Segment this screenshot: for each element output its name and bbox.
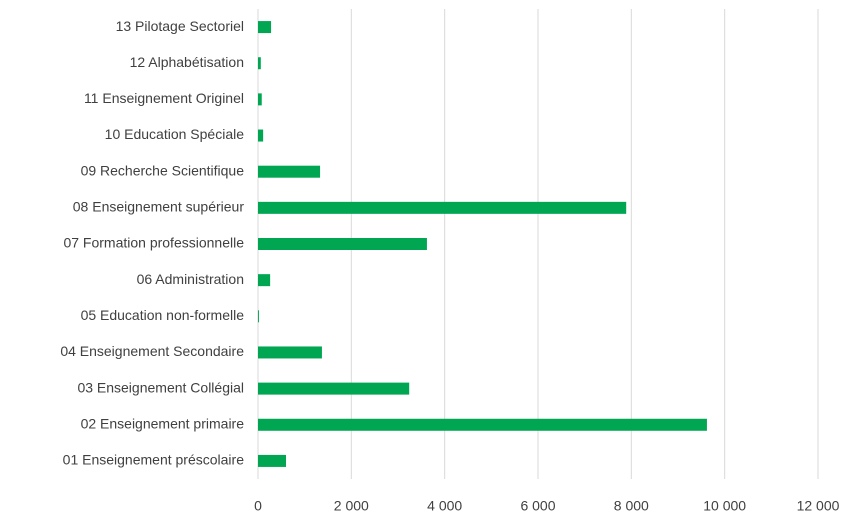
y-tick-label: 03 Enseignement Collégial [77, 379, 244, 395]
y-tick-label: 05 Education non-formelle [81, 307, 245, 323]
x-tick-label: 2 000 [334, 498, 369, 514]
bar [258, 382, 410, 395]
y-tick-label: 01 Enseignement préscolaire [63, 452, 245, 468]
y-tick-label: 02 Enseignement primaire [81, 415, 245, 431]
y-tick-label: 09 Recherche Scientifique [81, 162, 245, 178]
bar [258, 238, 427, 250]
y-tick-label: 06 Administration [137, 271, 244, 287]
x-tick-label: 10 000 [703, 498, 746, 514]
y-tick-label: 08 Enseignement supérieur [73, 199, 245, 215]
bar [258, 454, 286, 467]
bar [258, 165, 321, 178]
y-tick-label: 07 Formation professionnelle [63, 235, 244, 251]
bar [258, 346, 322, 359]
bar [258, 21, 272, 34]
bar [258, 129, 264, 142]
bar [258, 57, 261, 70]
x-tick-label: 6 000 [520, 498, 555, 514]
bar [258, 201, 627, 214]
x-tick-label: 12 000 [797, 498, 840, 514]
y-tick-label: 12 Alphabétisation [130, 54, 244, 70]
bar [258, 310, 259, 323]
x-tick-label: 4 000 [427, 498, 462, 514]
bar [258, 418, 707, 431]
y-tick-label: 13 Pilotage Sectoriel [116, 18, 244, 34]
bar [258, 274, 271, 287]
y-tick-label: 11 Enseignement Originel [84, 90, 244, 106]
x-tick-label: 8 000 [614, 498, 649, 514]
y-tick-label: 04 Enseignement Secondaire [60, 343, 244, 359]
bar [258, 93, 262, 106]
y-tick-label: 10 Education Spéciale [105, 126, 245, 142]
x-tick-label: 0 [254, 498, 262, 514]
